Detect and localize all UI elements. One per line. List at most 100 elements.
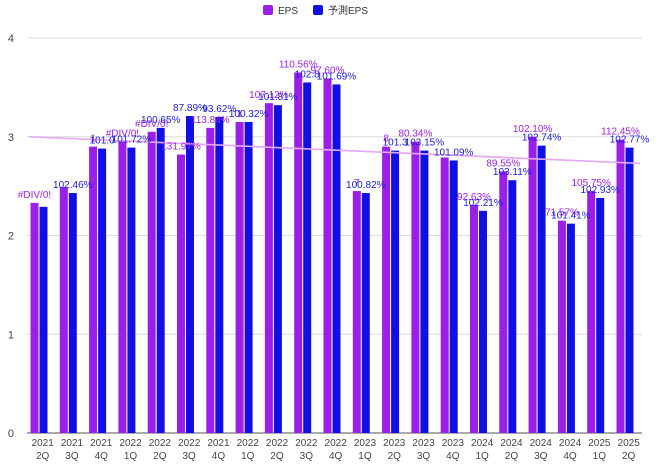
eps-bar — [587, 191, 596, 433]
x-tick-year: 2022 — [295, 438, 318, 449]
x-tick-year: 2021 — [61, 438, 84, 449]
forecast-eps-bar — [566, 223, 575, 433]
forecast-eps-bar — [625, 147, 634, 434]
eps-data-label: 71.57% — [545, 208, 579, 219]
forecast-eps-data-label: 102.46% — [53, 180, 93, 191]
forecast-eps-bar — [361, 193, 370, 433]
eps-bar — [59, 187, 68, 433]
forecast-eps-data-label: 101.3 — [383, 138, 408, 149]
forecast-eps-bar — [479, 210, 487, 433]
eps-data-label: #DIV/0! — [106, 129, 139, 140]
eps-bar — [470, 204, 478, 433]
eps-data-label: 7 — [354, 178, 360, 189]
data-labels: #DIV/0!102.46%1101.0#DIV/0!101.72%#DIV/0… — [18, 60, 650, 222]
forecast-eps-bar — [98, 148, 107, 433]
y-tick-label: 4 — [8, 33, 14, 45]
forecast-eps-data-label: 103.15% — [405, 138, 445, 149]
eps-bar — [177, 154, 185, 433]
x-tick-quarter: 2Q — [270, 451, 284, 462]
legend-swatch-eps — [263, 5, 273, 15]
eps-data-label: 110.56% — [279, 60, 318, 71]
eps-bar — [30, 202, 39, 433]
eps-bar — [440, 157, 449, 434]
forecast-eps-bar — [508, 180, 517, 433]
x-tick-quarter: 4Q — [212, 451, 226, 462]
x-tick-quarter: 3Q — [417, 451, 431, 462]
eps-data-label: 102.10% — [513, 124, 553, 135]
x-tick-year: 2021 — [207, 438, 230, 449]
legend-label: 予測EPS — [328, 4, 368, 17]
x-tick-quarter: 1Q — [593, 451, 607, 462]
forecast-eps-bar — [420, 150, 429, 433]
eps-bar — [235, 121, 244, 433]
eps-data-label: 107.12% — [249, 90, 289, 101]
x-tick-quarter: 2Q — [153, 451, 167, 462]
x-tick-quarter: 1Q — [358, 451, 372, 462]
x-tick-year: 2024 — [471, 438, 494, 449]
x-tick-year: 2022 — [325, 438, 348, 449]
x-tick-quarter: 4Q — [95, 451, 109, 462]
forecast-eps-data-label: 101.69% — [317, 71, 357, 82]
forecast-eps-data-label: 101.41% — [551, 211, 591, 222]
x-tick-year: 2024 — [559, 438, 582, 449]
eps-bar — [352, 191, 361, 433]
x-tick-year: 2023 — [412, 438, 435, 449]
eps-bar — [294, 72, 303, 433]
forecast-eps-bar — [215, 117, 224, 433]
forecast-eps-bar — [244, 121, 253, 433]
eps-bar — [499, 171, 508, 433]
eps-data-label: 113.84% — [191, 115, 230, 126]
x-tick-quarter: 2Q — [388, 451, 402, 462]
eps-bar — [323, 78, 332, 434]
forecast-eps-data-label: 102.77% — [610, 135, 650, 146]
x-tick-quarter: 3Q — [300, 451, 314, 462]
x-tick-quarter: 2Q — [36, 451, 50, 462]
x-tick-year: 2023 — [354, 438, 377, 449]
forecast-eps-data-label: 100.82% — [346, 180, 386, 191]
x-tick-quarter: 2Q — [505, 451, 519, 462]
forecast-eps-data-label: 100.32% — [229, 109, 269, 120]
forecast-eps-bar — [303, 82, 312, 433]
eps-data-label: 92.63% — [457, 192, 491, 203]
forecast-eps-data-label: 101.72% — [112, 135, 152, 146]
x-tick-quarter: 4Q — [446, 451, 460, 462]
forecast-eps-data-label: 100.65% — [141, 115, 181, 126]
x-tick-quarter: 3Q — [534, 451, 548, 462]
x-tick-year: 2022 — [237, 438, 260, 449]
x-tick-quarter: 1Q — [475, 451, 489, 462]
forecast-eps-bar — [127, 147, 136, 434]
eps-bar — [118, 141, 127, 433]
forecast-eps-bar — [596, 197, 605, 433]
eps-data-label: 89.55% — [486, 158, 520, 169]
bars — [30, 72, 634, 434]
legend[interactable]: EPS 予測EPS — [263, 4, 368, 17]
eps-bar — [382, 146, 391, 433]
x-tick-year: 2022 — [149, 438, 172, 449]
legend-item-forecast-eps[interactable]: 予測EPS — [313, 4, 368, 17]
y-tick-label: 1 — [8, 329, 14, 341]
eps-data-label: 131.97% — [161, 142, 201, 153]
eps-data-label: 8 — [383, 134, 389, 145]
forecast-eps-bar — [186, 116, 194, 433]
eps-data-label: 1 — [237, 109, 243, 120]
forecast-eps-bar — [273, 105, 282, 434]
x-tick-quarter: 3Q — [182, 451, 196, 462]
x-tick-year: 2025 — [588, 438, 611, 449]
forecast-eps-bar — [156, 127, 165, 434]
eps-data-label: 105.75% — [571, 178, 611, 189]
forecast-eps-data-label: 101.81% — [258, 92, 298, 103]
forecast-eps-data-label: 101.0 — [90, 136, 115, 147]
eps-bar — [89, 146, 98, 433]
forecast-eps-bar — [449, 160, 458, 433]
x-tick-year: 2023 — [383, 438, 406, 449]
forecast-eps-data-label: 87.89% — [173, 103, 207, 114]
x-tick-year: 2023 — [442, 438, 465, 449]
x-tick-year: 2022 — [178, 438, 201, 449]
legend-item-eps[interactable]: EPS — [263, 5, 298, 17]
forecast-eps-bar — [68, 193, 77, 433]
eps-bar — [264, 103, 273, 434]
x-tick-year: 2022 — [266, 438, 289, 449]
eps-bar — [528, 136, 537, 433]
